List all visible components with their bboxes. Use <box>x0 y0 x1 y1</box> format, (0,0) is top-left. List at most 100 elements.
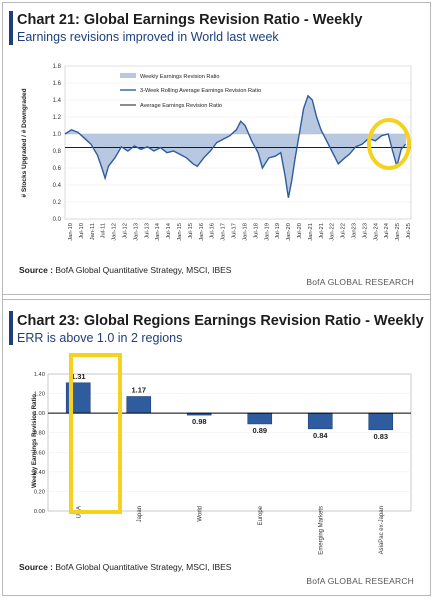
chart21-subtitle: Earnings revisions improved in World las… <box>17 30 279 44</box>
chart23-subtitle: ERR is above 1.0 in 2 regions <box>17 331 183 345</box>
category-label: AsiaPac ex-Japan <box>379 506 385 554</box>
value-label: 1.31 <box>71 372 86 381</box>
x-tick-label: Jan-20 <box>286 223 292 241</box>
bars <box>65 382 394 431</box>
y-tick-label: 0.60 <box>34 450 45 456</box>
x-tick-label: Jul-16 <box>210 223 216 239</box>
category-label: Emerging Markets <box>318 506 324 555</box>
y-tick-label: 1.40 <box>34 372 45 378</box>
x-tick-label: Jul-25 <box>406 223 412 239</box>
x-tick-label: Jan-15 <box>177 223 183 241</box>
x-axis-ticks: Jan-10 Jul-10 Jan-11 Jul-11 Jan-12 Jul-12 Jan-… <box>68 222 412 241</box>
chart21-line-chart: # Stocks Upgraded / # Downgraded 0.0 0.2 0… <box>21 64 412 241</box>
x-tick-label: Jul-11 <box>101 223 107 238</box>
y-axis-ticks: 0.0 0.2 0.4 0.6 0.8 1.0 1.2 1.4 1.6 1.8 <box>53 64 62 223</box>
x-tick-label: Jul-24 <box>384 222 390 239</box>
bar-japan <box>126 396 152 414</box>
report-page: Chart 21: Global Earnings Revision Ratio… <box>2 2 431 596</box>
x-tick-label: Jul-21 <box>319 223 325 239</box>
legend-label-area: Weekly Earnings Revision Ratio <box>140 74 220 80</box>
x-tick-label: Jul-19 <box>275 223 281 239</box>
y-tick-label: 0.4 <box>53 183 62 189</box>
x-tick-label: Jan-17 <box>221 223 227 241</box>
y-tick-label: 1.20 <box>34 392 45 398</box>
value-labels: 1.31 1.17 0.98 0.89 0.84 0.83 <box>71 372 388 441</box>
highlight-circle <box>367 118 411 170</box>
y-axis-label: Weekly Earnings Revision Ratio <box>31 394 38 488</box>
x-tick-label: Jul-18 <box>253 223 259 239</box>
x-tick-label: Jan-22 <box>330 223 336 241</box>
x-tick-label: Jan-16 <box>199 223 205 241</box>
y-tick-label: 0.0 <box>53 217 62 223</box>
source-label: Source : <box>19 265 54 275</box>
x-tick-label: Jan-19 <box>264 223 270 241</box>
y-tick-label: 0.6 <box>53 166 62 172</box>
x-tick-label: Jul-20 <box>297 223 303 239</box>
x-tick-label: Jan-21 <box>308 223 314 241</box>
chart21-panel: Chart 21: Global Earnings Revision Ratio… <box>3 3 430 293</box>
plot-frame <box>47 373 412 512</box>
source-label: Source : <box>19 562 54 572</box>
y-tick-label: 0.80 <box>34 431 45 437</box>
x-tick-label: Jul-10 <box>79 223 85 239</box>
source-text: BofA Global Quantitative Strategy, MSCI,… <box>55 562 232 572</box>
category-label: Japan <box>137 506 143 522</box>
highlight-box <box>69 353 122 514</box>
x-tick-label: Jul-14 <box>166 222 172 239</box>
value-label: 0.89 <box>252 426 267 435</box>
x-tick-label: Jan-13 <box>133 223 139 241</box>
value-label: 0.83 <box>373 432 388 441</box>
x-tick-label: Jul-23 <box>362 223 368 239</box>
weekly-ratio-area <box>64 95 406 198</box>
chart23-brand: BofA GLOBAL RESEARCH <box>306 576 414 586</box>
legend-label-avg: Average Earnings Revision Ratio <box>140 103 222 109</box>
chart21-source: Source : BofA Global Quantitative Strate… <box>19 265 231 275</box>
x-tick-label: Jan-25 <box>395 223 401 241</box>
y-tick-label: 0.20 <box>34 489 45 495</box>
legend-label-line: 3-Week Rolling Average Earnings Revision… <box>140 88 261 94</box>
chart23-source: Source : BofA Global Quantitative Strate… <box>19 562 231 572</box>
x-tick-label: Jul-22 <box>341 223 347 239</box>
category-label: Europe <box>258 505 264 525</box>
category-labels: USA Japan World Europe Emerging Markets AsiaP… <box>76 505 385 554</box>
bar-emerging-markets <box>307 412 333 430</box>
x-tick-label: Jul-13 <box>144 223 150 239</box>
y-tick-label: 0.2 <box>53 200 62 206</box>
y-tick-label: 1.8 <box>53 64 62 70</box>
x-tick-label: Jan-24 <box>373 222 379 241</box>
legend-swatch-area <box>120 73 136 78</box>
source-text: BofA Global Quantitative Strategy, MSCI,… <box>55 265 232 275</box>
chart23-panel: Chart 23: Global Regions Earnings Revisi… <box>3 301 430 597</box>
category-label: World <box>197 506 203 522</box>
x-tick-label: Jan-14 <box>155 222 161 241</box>
x-tick-label: Jan-12 <box>112 223 118 241</box>
value-label: 0.84 <box>313 431 328 440</box>
bar-asiapac-ex-japan <box>368 412 394 431</box>
rolling-average-line <box>64 94 407 198</box>
value-label: 1.17 <box>131 386 146 395</box>
y-tick-label: 1.00 <box>34 411 45 417</box>
x-tick-label: Jan-10 <box>68 223 74 241</box>
chart21-brand: BofA GLOBAL RESEARCH <box>306 277 414 287</box>
title-accent-bar <box>9 311 13 345</box>
x-tick-label: Jul-15 <box>188 223 194 239</box>
value-label: 0.98 <box>192 417 207 426</box>
x-tick-label: Jul-12 <box>123 223 129 239</box>
chart23-bar-chart: Weekly Earnings Revision Ratio 0.000.200… <box>31 353 412 555</box>
y-axis-label: # Stocks Upgraded / # Downgraded <box>21 88 28 197</box>
y-tick-label: 0.00 <box>34 509 45 515</box>
x-tick-label: Jul-17 <box>232 223 238 239</box>
y-tick-label: 1.0 <box>53 132 62 138</box>
panel-separator <box>3 294 430 300</box>
legend: Weekly Earnings Revision Ratio 3-Week Ro… <box>120 73 261 109</box>
y-axis-ticks: 0.00 0.20 0.40 0.60 0.80 1.00 1.20 1.40 <box>34 372 45 515</box>
chart21-title: Chart 21: Global Earnings Revision Ratio… <box>17 12 363 28</box>
bar-europe <box>247 412 273 425</box>
x-tick-label: Jan-11 <box>90 223 96 240</box>
title-accent-bar <box>9 11 13 45</box>
grid <box>48 393 411 492</box>
y-tick-label: 0.40 <box>34 470 45 476</box>
y-tick-label: 0.8 <box>53 149 62 155</box>
y-tick-label: 1.2 <box>53 115 62 121</box>
chart23-title: Chart 23: Global Regions Earnings Revisi… <box>17 313 424 329</box>
